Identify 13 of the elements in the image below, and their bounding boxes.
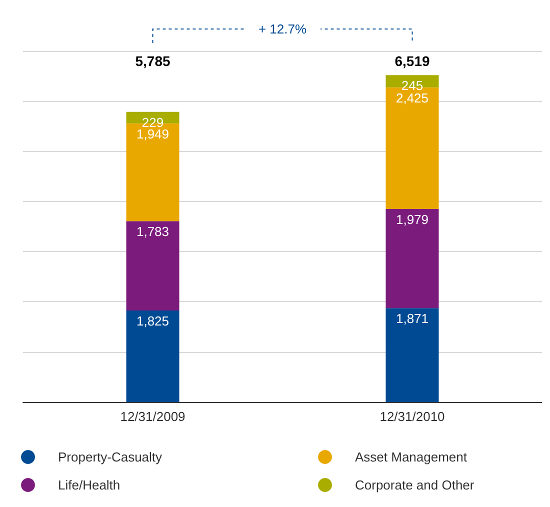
data-label: 1,979 [396, 212, 429, 227]
x-tick-label: 12/31/2009 [120, 409, 186, 424]
x-tick-label: 12/31/2010 [380, 409, 445, 424]
legend-label: Life/Health [58, 478, 120, 492]
total-label: 6,519 [394, 53, 430, 69]
legend-label: Property-Casualty [58, 450, 163, 464]
text: + 12.7% [258, 22, 307, 36]
data-label: 1,871 [396, 311, 429, 326]
data-label: 1,825 [136, 313, 170, 328]
legend-label: Asset Management [355, 450, 468, 464]
data-label: 1,783 [136, 224, 170, 240]
legend-label: Corporate and Other [355, 478, 475, 492]
total-label: 5,785 [135, 53, 170, 69]
